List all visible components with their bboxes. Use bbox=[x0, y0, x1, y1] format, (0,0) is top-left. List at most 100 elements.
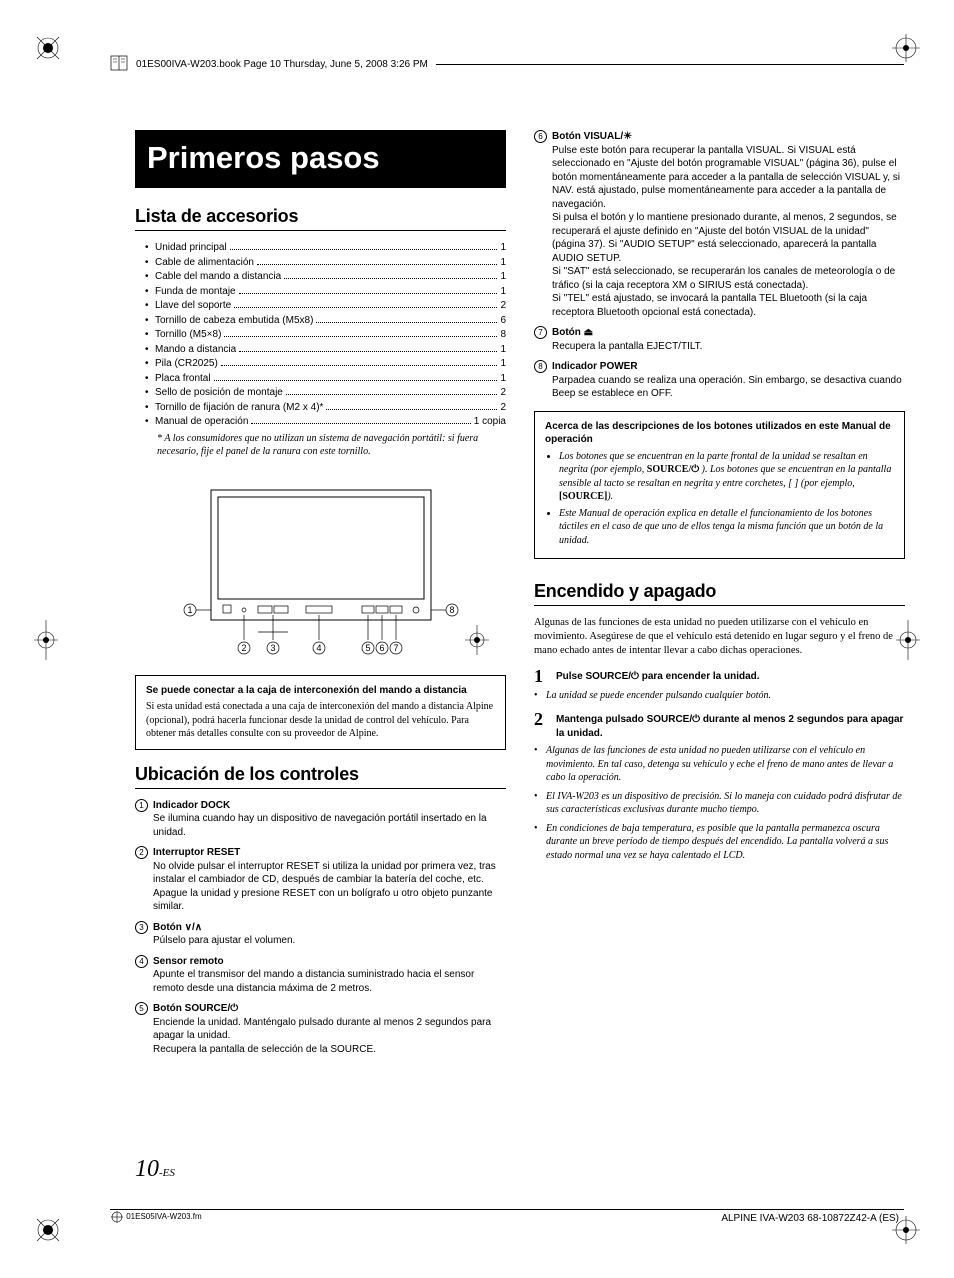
controls-list-right: 6 Botón VISUAL/☀Pulse este botón para rec… bbox=[534, 130, 905, 401]
page: 01ES00IVA-W203.book Page 10 Thursday, Ju… bbox=[0, 0, 954, 1278]
accessory-row: •Llave del soporte2 bbox=[145, 299, 506, 314]
front-panel-diagram: 1 8 2 3 4 5 6 7 bbox=[176, 480, 466, 665]
callout-number: 2 bbox=[135, 846, 148, 859]
accessory-qty: 1 bbox=[500, 241, 506, 256]
accessory-label: Mando a distancia bbox=[155, 343, 236, 358]
control-text: Recupera la pantalla EJECT/TILT. bbox=[552, 340, 905, 354]
accessory-row: •Tornillo de fijación de ranura (M2 x 4)… bbox=[145, 401, 506, 416]
control-text: Pulse este botón para recuperar la panta… bbox=[552, 144, 905, 320]
accessory-qty: 1 bbox=[500, 256, 506, 271]
accessory-row: •Pila (CR2025)1 bbox=[145, 357, 506, 372]
controls-heading: Ubicación de los controles bbox=[135, 764, 506, 789]
page-number: 10-ES bbox=[135, 1156, 175, 1183]
accessory-qty: 2 bbox=[500, 386, 506, 401]
control-text: No olvide pulsar el interruptor RESET si… bbox=[153, 860, 506, 914]
svg-text:3: 3 bbox=[270, 643, 275, 653]
print-header: 01ES00IVA-W203.book Page 10 Thursday, Ju… bbox=[110, 54, 904, 74]
accessory-label: Sello de posición de montaje bbox=[155, 386, 283, 401]
callout-number: 3 bbox=[135, 921, 148, 934]
step-number: 2 bbox=[534, 710, 556, 740]
accessory-row: •Funda de montaje1 bbox=[145, 285, 506, 300]
accessory-label: Manual de operación bbox=[155, 415, 248, 430]
accessory-qty: 1 copia bbox=[474, 415, 506, 430]
description-bullets: Los botones que se encuentran en la part… bbox=[545, 450, 894, 548]
callout-number: 4 bbox=[135, 955, 148, 968]
accessory-row: •Cable de alimentación1 bbox=[145, 256, 506, 271]
footer-rule bbox=[110, 1209, 904, 1210]
power-intro: Algunas de las funciones de esta unidad … bbox=[534, 616, 905, 659]
svg-text:2: 2 bbox=[241, 643, 246, 653]
control-title: Botón VISUAL/☀ bbox=[552, 130, 905, 144]
svg-text:6: 6 bbox=[379, 643, 384, 653]
accessory-row: •Tornillo (M5×8)8 bbox=[145, 328, 506, 343]
step-text: Mantenga pulsado SOURCE/⏻ durante al men… bbox=[556, 710, 905, 740]
control-item: 3 Botón ∨/∧Púlselo para ajustar el volume… bbox=[135, 921, 506, 948]
svg-text:5: 5 bbox=[365, 643, 370, 653]
footer-file: 01ES05IVA-W203.fm bbox=[110, 1210, 202, 1224]
accessory-qty: 1 bbox=[500, 372, 506, 387]
accessory-qty: 1 bbox=[500, 270, 506, 285]
accessory-qty: 1 bbox=[500, 343, 506, 358]
accessory-row: •Placa frontal1 bbox=[145, 372, 506, 387]
accessory-label: Placa frontal bbox=[155, 372, 211, 387]
page-title: Primeros pasos bbox=[135, 130, 506, 188]
accessory-label: Funda de montaje bbox=[155, 285, 236, 300]
book-icon bbox=[110, 54, 130, 74]
accessory-qty: 2 bbox=[500, 299, 506, 314]
accessory-qty: 8 bbox=[500, 328, 506, 343]
control-text: Púlselo para ajustar el volumen. bbox=[153, 934, 506, 948]
control-title: Botón SOURCE/⏻ bbox=[153, 1002, 506, 1016]
accessory-qty: 1 bbox=[500, 285, 506, 300]
accessory-qty: 1 bbox=[500, 357, 506, 372]
control-item: 1Indicador DOCKSe ilumina cuando hay un … bbox=[135, 799, 506, 840]
description-box-heading: Acerca de las descripciones de los boton… bbox=[545, 420, 894, 447]
right-column: 6 Botón VISUAL/☀Pulse este botón para rec… bbox=[534, 130, 905, 1063]
footer-right: ALPINE IVA-W203 68-10872Z42-A (ES) bbox=[721, 1213, 899, 1224]
control-item: 8Indicador POWERParpadea cuando se reali… bbox=[534, 360, 905, 401]
accessory-label: Pila (CR2025) bbox=[155, 357, 218, 372]
accessories-heading: Lista de accesorios bbox=[135, 206, 506, 231]
control-title: Botón ∨/∧ bbox=[153, 921, 506, 935]
control-title: Indicador POWER bbox=[552, 360, 905, 374]
control-text: Enciende la unidad. Manténgalo pulsado d… bbox=[153, 1016, 506, 1057]
accessory-label: Tornillo de cabeza embutida (M5x8) bbox=[155, 314, 313, 329]
description-bullet: Los botones que se encuentran en la part… bbox=[559, 450, 894, 504]
accessories-list: •Unidad principal1•Cable de alimentación… bbox=[135, 241, 506, 430]
accessory-label: Tornillo de fijación de ranura (M2 x 4)* bbox=[155, 401, 323, 416]
accessory-label: Tornillo (M5×8) bbox=[155, 328, 221, 343]
step-number: 1 bbox=[534, 667, 556, 685]
description-box: Acerca de las descripciones de los boton… bbox=[534, 411, 905, 560]
control-item: 6 Botón VISUAL/☀Pulse este botón para rec… bbox=[534, 130, 905, 319]
step-text: Pulse SOURCE/⏻ para encender la unidad. bbox=[556, 667, 905, 685]
control-title: Botón ⏏ bbox=[552, 326, 905, 340]
callout-number: 6 bbox=[534, 130, 547, 143]
control-text: Se ilumina cuando hay un dispositivo de … bbox=[153, 812, 506, 839]
accessory-row: •Tornillo de cabeza embutida (M5x8)6 bbox=[145, 314, 506, 329]
accessories-footnote: * A los consumidores que no utilizan un … bbox=[135, 432, 506, 458]
connect-box: Se puede conectar a la caja de intercone… bbox=[135, 675, 506, 750]
callout-number: 1 bbox=[135, 799, 148, 812]
accessory-qty: 6 bbox=[500, 314, 506, 329]
accessory-label: Llave del soporte bbox=[155, 299, 231, 314]
power-note: •Algunas de las funciones de esta unidad… bbox=[534, 744, 905, 785]
connect-box-heading: Se puede conectar a la caja de intercone… bbox=[146, 684, 495, 698]
print-header-text: 01ES00IVA-W203.book Page 10 Thursday, Ju… bbox=[136, 59, 428, 70]
accessory-label: Cable de alimentación bbox=[155, 256, 254, 271]
accessory-row: •Sello de posición de montaje2 bbox=[145, 386, 506, 401]
svg-text:7: 7 bbox=[393, 643, 398, 653]
control-text: Parpadea cuando se realiza una operación… bbox=[552, 374, 905, 401]
controls-list-left: 1Indicador DOCKSe ilumina cuando hay un … bbox=[135, 799, 506, 1057]
accessory-qty: 2 bbox=[500, 401, 506, 416]
description-bullet: Este Manual de operación explica en deta… bbox=[559, 507, 894, 548]
registration-mark-icon bbox=[34, 620, 58, 665]
callout-number: 7 bbox=[534, 326, 547, 339]
control-title: Interruptor RESET bbox=[153, 846, 506, 860]
control-text: Apunte el transmisor del mando a distanc… bbox=[153, 968, 506, 995]
power-note: •El IVA-W203 es un dispositivo de precis… bbox=[534, 790, 905, 817]
crop-mark-icon bbox=[34, 34, 62, 62]
svg-text:8: 8 bbox=[449, 605, 454, 615]
control-item: 2 Interruptor RESETNo olvide pulsar el in… bbox=[135, 846, 506, 914]
power-notes: •Algunas de las funciones de esta unidad… bbox=[534, 744, 905, 862]
crop-mark-icon bbox=[34, 1216, 62, 1244]
control-item: 5Botón SOURCE/⏻Enciende la unidad. Manté… bbox=[135, 1002, 506, 1056]
